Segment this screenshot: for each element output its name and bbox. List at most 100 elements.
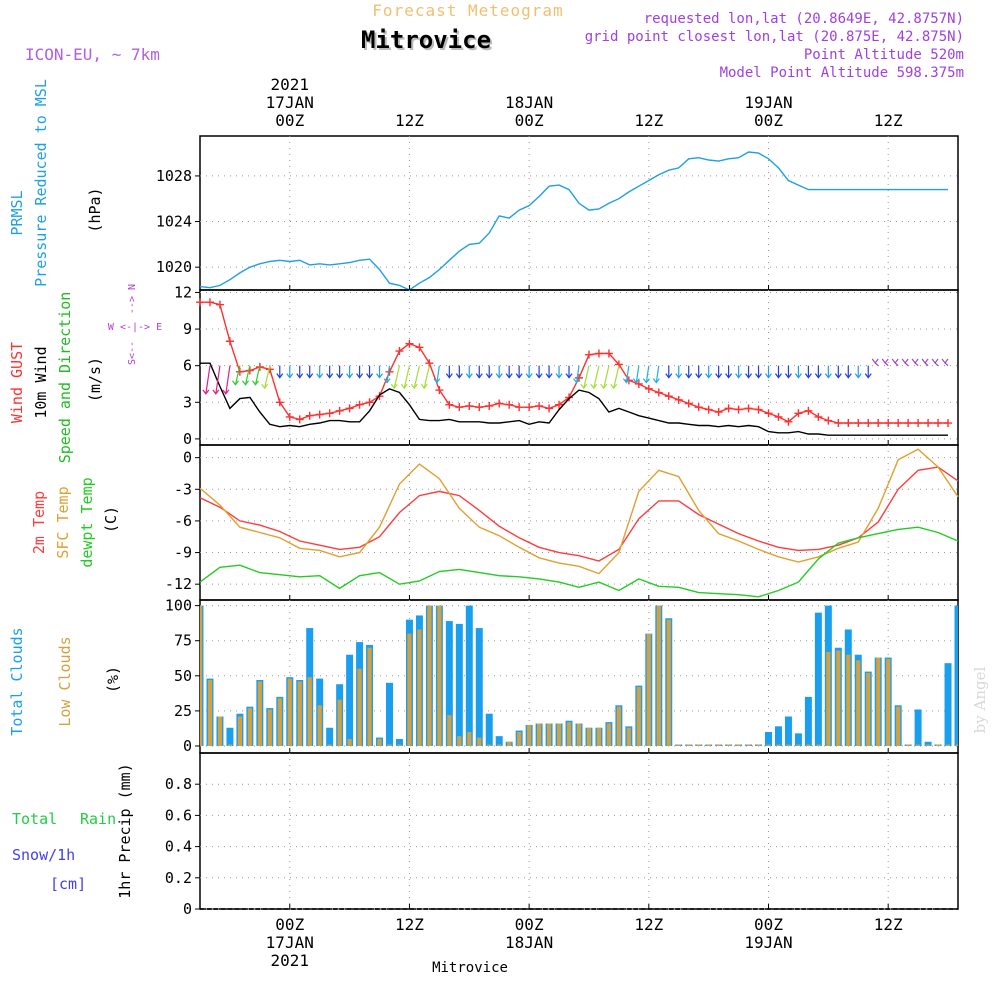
wind-arrow-head — [326, 373, 334, 379]
gust-marker — [674, 395, 683, 404]
compass-we: W <-|-> E — [108, 322, 162, 333]
gust-marker — [365, 398, 374, 407]
panel-temperature: 0 -3 -6 -9 -12 2m Temp SFC Temp dewpt Temp (C) — [30, 444, 959, 601]
gust-marker — [335, 406, 344, 415]
panel-pressure: 1020 1024 1028 PRMSL Pressure Reduced to MSL… — [8, 79, 959, 291]
low-cloud-bar — [886, 658, 891, 746]
gust-marker — [924, 419, 933, 428]
wind-arrow-head — [356, 373, 364, 379]
low-cloud-bar — [327, 744, 332, 746]
gust-marker — [205, 298, 214, 307]
wind-arrow-head — [383, 378, 391, 384]
gust-marker — [944, 419, 953, 428]
ylabel-total-clouds: Total Clouds — [8, 627, 26, 735]
low-cloud-bar — [247, 708, 252, 746]
total-cloud-bar — [495, 736, 503, 746]
wind-arrow — [393, 365, 401, 389]
bottom-time-label: 19JAN — [744, 933, 792, 952]
wind-arrow-head — [222, 389, 230, 395]
ylabel-low-clouds: Low Clouds — [56, 636, 74, 726]
low-cloud-bar — [267, 709, 272, 746]
low-cloud-bar — [726, 744, 731, 746]
y-tick-label: 0.6 — [165, 806, 192, 824]
wind-arrow — [874, 362, 879, 367]
wind-arrow-head — [911, 358, 919, 364]
wind-arrow-head — [241, 380, 249, 386]
low-cloud-bar — [447, 715, 452, 746]
wind-arrow-head — [665, 373, 673, 379]
top-time-label: 00Z — [515, 111, 544, 130]
compass-s: S<-- — [127, 341, 138, 365]
gust-marker — [914, 419, 923, 428]
y-tick-label: 100 — [165, 597, 192, 615]
wind-arrow — [934, 362, 939, 367]
wind-arrow — [635, 365, 640, 383]
gust-marker — [545, 404, 554, 413]
low-cloud-bar — [806, 744, 811, 746]
gust-marker — [844, 419, 853, 428]
gust-marker — [744, 404, 753, 413]
gust-marker — [355, 400, 364, 409]
wind-arrow — [254, 365, 261, 385]
panel-clouds: 0 25 50 75 100 Total Clouds Low Clouds (%) — [8, 597, 959, 755]
low-cloud-bar — [537, 723, 542, 746]
gust-marker — [445, 400, 454, 409]
y-tick-label: -3 — [174, 480, 192, 498]
wind-arrow — [423, 365, 430, 389]
ylabel-prmsl: PRMSL — [8, 190, 26, 235]
bottom-time-label: 00Z — [275, 915, 304, 934]
wind-arrows — [202, 358, 949, 395]
wind-arrow-head — [346, 373, 354, 379]
total-cloud-bar — [485, 713, 493, 746]
grid-point-coords: grid point closest lon,lat (20.875E, 42.… — [585, 29, 964, 45]
low-cloud-bar — [307, 677, 312, 746]
y-tick-label: 9 — [183, 320, 192, 338]
low-cloud-bar — [925, 744, 931, 746]
low-cloud-bar — [517, 731, 522, 746]
gust-marker — [904, 419, 913, 428]
gust-marker — [724, 404, 733, 413]
panel-precip: 0 0.2 0.4 0.6 0.8 1hr Precip (mm) Total Rain Sno… — [12, 752, 959, 918]
compass-rose: --> N S<-- W <-|-> E — [108, 284, 162, 365]
gust-marker — [704, 405, 713, 414]
series-line-prmsl — [199, 151, 948, 291]
low-cloud-bar — [736, 744, 741, 746]
wind-arrow — [205, 365, 211, 394]
low-cloud-bar — [377, 738, 382, 746]
bottom-time-label: 00Z — [754, 915, 783, 934]
wind-arrow-head — [465, 373, 473, 379]
ylabel-unit: (%) — [104, 666, 122, 693]
wind-arrow-head — [685, 373, 693, 379]
total-cloud-bar — [804, 696, 812, 746]
total-cloud-bar — [475, 628, 483, 746]
y-tick-label: -12 — [165, 575, 192, 593]
wind-arrow-head — [336, 373, 344, 379]
top-time-label: 12Z — [874, 111, 903, 130]
gust-marker — [196, 298, 204, 307]
total-cloud-bar — [814, 612, 822, 746]
wind-arrow-head — [565, 373, 573, 379]
top-time-label: 18JAN — [505, 93, 553, 112]
gust-marker — [465, 401, 474, 410]
gust-marker — [774, 412, 783, 421]
wind-arrow-head — [715, 373, 723, 379]
series-line-wind-gust — [200, 301, 948, 424]
y-tick-label: 0 — [183, 900, 192, 918]
wind-arrow-head — [366, 373, 374, 379]
wind-arrow-head — [881, 358, 889, 364]
low-cloud-bar — [487, 744, 492, 746]
low-cloud-bar — [616, 706, 621, 746]
gust-marker — [584, 350, 593, 359]
gust-marker — [654, 388, 663, 397]
low-cloud-bar — [836, 650, 841, 746]
wind-arrow — [924, 362, 929, 367]
wind-arrow — [583, 365, 590, 389]
low-cloud-bar — [766, 744, 771, 746]
series-line-dewpt-temp — [199, 526, 959, 598]
low-cloud-bar — [237, 716, 242, 746]
total-cloud-bar — [765, 731, 772, 746]
wind-arrow — [436, 365, 440, 383]
total-cloud-bar — [914, 709, 922, 746]
model-label: ICON-EU, ~ 7km — [25, 45, 160, 64]
wind-arrow-head — [306, 373, 314, 379]
